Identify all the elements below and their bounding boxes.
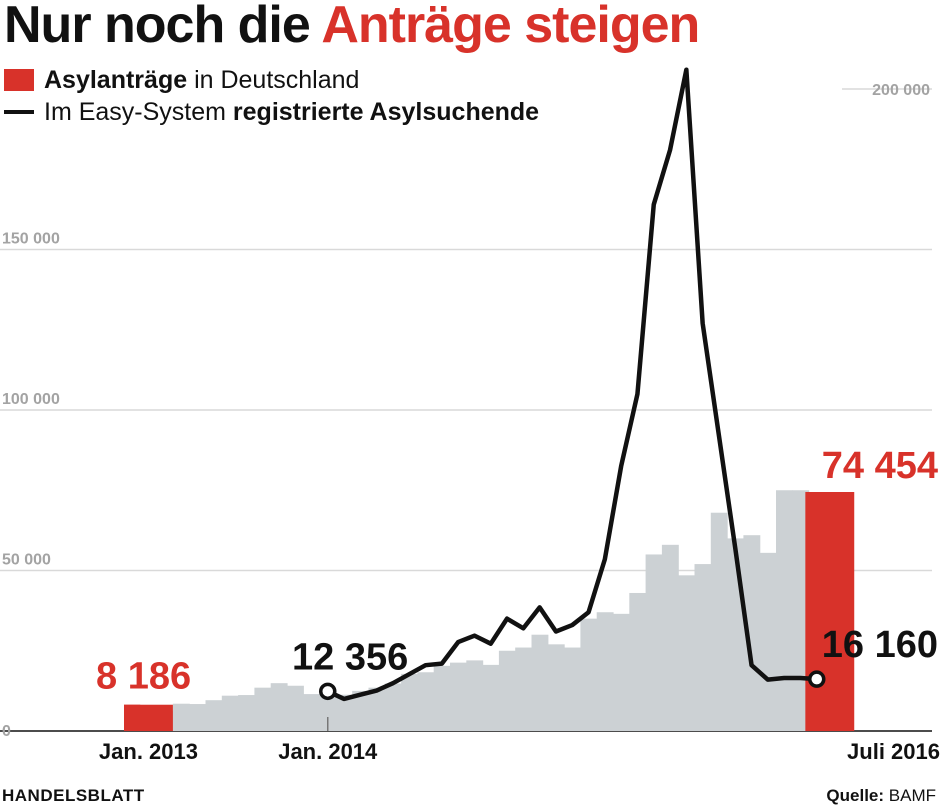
- bar: [384, 683, 402, 731]
- bar: [401, 673, 418, 731]
- data-label: 8 186: [96, 656, 191, 698]
- bar: [727, 538, 744, 731]
- bar: [205, 700, 223, 731]
- bar: [238, 695, 255, 731]
- line-series-easy: [326, 67, 817, 702]
- bar: [270, 683, 288, 731]
- data-label: 12 356: [292, 636, 408, 678]
- legend-swatch-line: [4, 110, 34, 114]
- bar: [661, 544, 679, 731]
- bar: [498, 650, 516, 731]
- legend-line-bold: registrierte Asylsuchende: [232, 98, 540, 126]
- bar: [792, 490, 810, 731]
- bar: [743, 535, 761, 731]
- bar: [189, 704, 207, 731]
- y-tick-label: 100 000: [2, 391, 60, 408]
- bar: [368, 687, 386, 731]
- bar: [254, 687, 272, 731]
- title-part-1: Nur noch die: [4, 0, 322, 54]
- legend-bar-bold: Asylanträge: [44, 66, 188, 94]
- data-label: 16 160: [822, 624, 938, 666]
- bar: [335, 694, 353, 731]
- line-endpoint-marker: [319, 682, 337, 701]
- legend-line-rest: Im Easy-System: [44, 98, 233, 126]
- legend-item-bars: Asylanträge in Deutschland: [4, 64, 539, 96]
- bar: [531, 634, 549, 731]
- source-label: Quelle:: [826, 786, 885, 805]
- source-note: Quelle: BAMF: [826, 786, 936, 806]
- bar: [710, 512, 728, 731]
- bar: [580, 618, 598, 731]
- bar: [319, 689, 337, 731]
- bar: [352, 690, 370, 731]
- bar: [172, 703, 190, 731]
- bar: [221, 695, 239, 731]
- legend-item-line: Im Easy-System registrierte Asylsuchende: [4, 96, 539, 128]
- source-value: BAMF: [884, 786, 936, 805]
- bar: [596, 612, 614, 731]
- brand-label: HANDELSBLATT: [2, 786, 145, 805]
- bar: [466, 660, 484, 731]
- bar: [678, 575, 696, 731]
- chart-title: Nur noch die Anträge steigen: [4, 0, 700, 56]
- y-tick-label: 150 000: [2, 231, 60, 248]
- title-part-2: Anträge steigen: [321, 0, 700, 54]
- y-tick-label: 0: [2, 723, 11, 740]
- bar: [417, 672, 435, 731]
- legend-swatch-bar: [4, 69, 34, 91]
- line-endpoint-marker: [808, 670, 826, 688]
- bar: [515, 647, 533, 731]
- bar: [303, 694, 321, 731]
- y-tick-label: 200 000: [872, 82, 930, 99]
- bar: [482, 664, 500, 731]
- bar: [759, 552, 777, 731]
- bar: [629, 592, 647, 731]
- bar: [613, 613, 630, 731]
- bar: [450, 662, 467, 731]
- legend-bar-rest: in Deutschland: [187, 66, 360, 94]
- y-tick-label: 50 000: [2, 552, 51, 569]
- bar: [694, 564, 712, 731]
- x-tick-label: Jan. 2013: [99, 739, 198, 764]
- bar: [776, 490, 793, 731]
- bar-highlight: [805, 492, 855, 731]
- bar: [433, 665, 451, 731]
- bar: [287, 685, 304, 731]
- legend: Asylanträge in Deutschland Im Easy-Syste…: [4, 64, 539, 128]
- bar-highlight: [124, 704, 173, 731]
- data-label: 74 454: [822, 445, 938, 487]
- bar: [547, 644, 565, 731]
- bar: [645, 554, 663, 731]
- x-tick-label: Jan. 2014: [278, 739, 378, 764]
- x-tick-label: Juli 2016: [847, 739, 940, 764]
- bar: [564, 647, 581, 731]
